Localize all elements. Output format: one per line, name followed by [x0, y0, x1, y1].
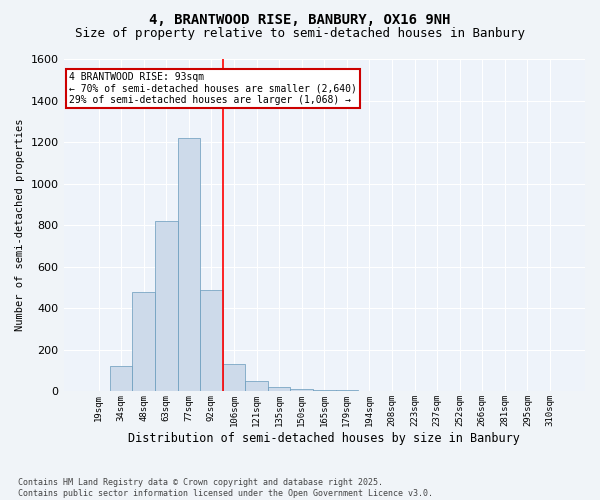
Bar: [155, 221, 178, 392]
Bar: [223, 364, 245, 392]
Text: Contains HM Land Registry data © Crown copyright and database right 2025.
Contai: Contains HM Land Registry data © Crown c…: [18, 478, 433, 498]
Bar: [290, 390, 313, 392]
Text: 4, BRANTWOOD RISE, BANBURY, OX16 9NH: 4, BRANTWOOD RISE, BANBURY, OX16 9NH: [149, 12, 451, 26]
Bar: [133, 292, 155, 392]
Bar: [200, 290, 223, 392]
Bar: [178, 138, 200, 392]
Text: Size of property relative to semi-detached houses in Banbury: Size of property relative to semi-detach…: [75, 28, 525, 40]
Bar: [335, 390, 358, 392]
Bar: [268, 388, 290, 392]
Text: 4 BRANTWOOD RISE: 93sqm
← 70% of semi-detached houses are smaller (2,640)
29% of: 4 BRANTWOOD RISE: 93sqm ← 70% of semi-de…: [69, 72, 356, 106]
Bar: [110, 366, 133, 392]
X-axis label: Distribution of semi-detached houses by size in Banbury: Distribution of semi-detached houses by …: [128, 432, 520, 445]
Y-axis label: Number of semi-detached properties: Number of semi-detached properties: [15, 119, 25, 332]
Bar: [313, 390, 335, 392]
Bar: [245, 381, 268, 392]
